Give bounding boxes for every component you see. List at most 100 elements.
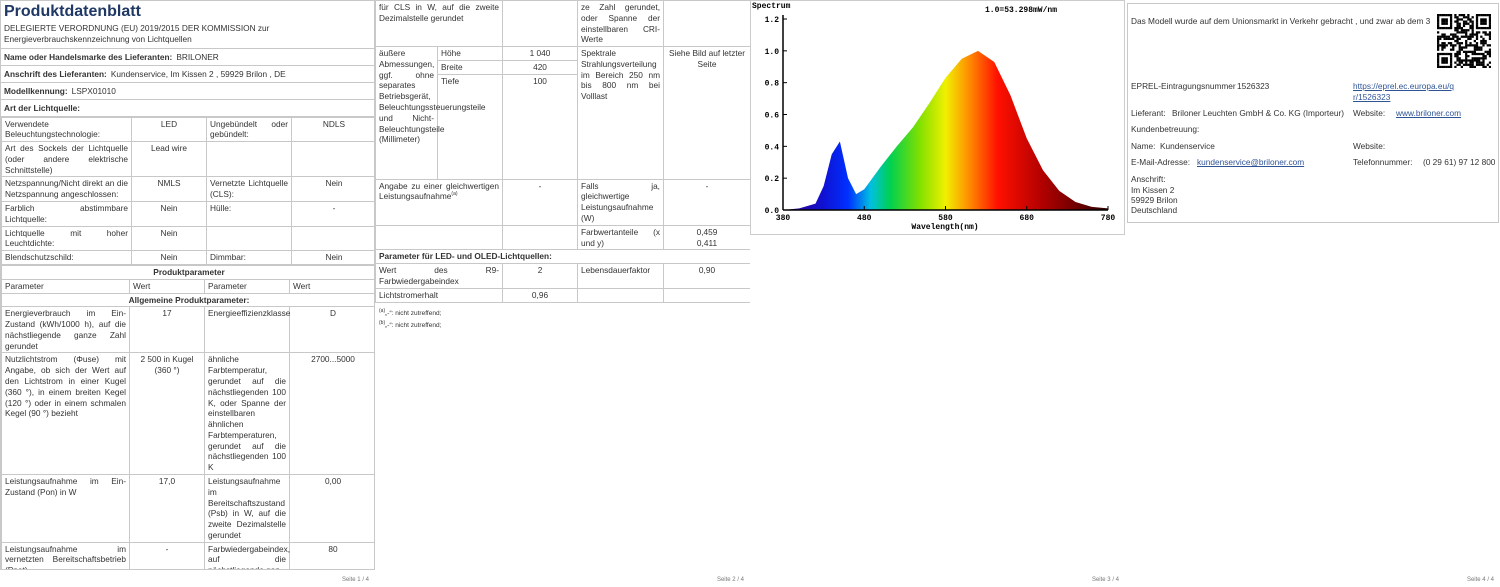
qr-module [1469,63,1472,66]
footnote-text: „-“: nicht zutreffend; [385,322,442,330]
qr-module [1443,59,1446,62]
qr-module [1488,18,1491,21]
qr-module [1458,44,1461,47]
qr-module [1478,31,1481,34]
address: Im Kissen 2 59929 Brilon Deutschland [1131,185,1178,215]
website-link[interactable]: www.briloner.com [1396,108,1462,118]
qr-module [1484,33,1487,36]
qr-module [1460,26,1464,30]
qr-module [1465,29,1468,32]
qr-module [1475,31,1479,34]
qr-module [1467,18,1470,21]
qr-module [1454,52,1457,56]
qr-module [1482,37,1485,41]
qr-module [1486,44,1489,47]
value: Briloner Leuchten GmbH & Co. KG (Importe… [1172,108,1344,118]
qr-module [1441,46,1444,49]
qr-module [1454,61,1457,64]
qr-module [1475,26,1479,30]
qr-module [1449,22,1453,25]
qr-module [1456,50,1459,53]
eprel-link[interactable]: https://eprel.ec.europa.eu/qr/1526323 [1353,81,1455,102]
tbody: Verwendete Beleuchtungstechnologie: LED Un… [1,116,374,265]
qr-module [1447,42,1451,45]
qr-module [1467,35,1470,38]
x-tick-label: 780 [1101,214,1116,223]
qr-module [1445,57,1448,60]
qr-module [1447,35,1451,38]
cell: 2700...5000 [288,352,374,475]
section-title: Produktparameter [1,264,374,280]
qr-module [1441,48,1444,51]
section-title: Parameter für LED- und OLED-Lichtquellen… [375,249,750,265]
qr-module [1460,29,1464,32]
chart-title: Spectrum [752,2,791,11]
qr-module [1478,26,1481,30]
page-2: für CLS in W, auf die zweite Dezimalstel… [375,0,750,587]
cell: 2 [502,263,578,289]
qr-module [1460,18,1464,21]
qr-module [1467,50,1470,53]
qr-module [1437,46,1440,49]
qr-module [1454,35,1457,38]
cell: Falls ja, gleichwertige Leistungsaufnahm… [577,178,664,226]
cell: Energieverbrauch im Ein-Zustand (kWh/100… [1,306,130,354]
qr-module [1469,33,1472,36]
y-tick-label: 0.0 [765,207,780,216]
qr-module [1488,24,1491,28]
header-cell: Wert [129,278,205,294]
qr-module [1445,20,1448,23]
y-tick-label: 0.6 [765,112,780,121]
qr-module [1475,57,1479,60]
qr-module [1484,26,1487,30]
regulation: DELEGIERTE VERORDNUNG (EU) 2019/2015 DER… [1,21,374,49]
label: Anschrift des Lieferanten: [4,68,107,79]
qr-module [1488,33,1491,36]
qr-module [1480,42,1483,45]
qr-module [1473,48,1476,51]
cell: 0,90 [663,263,750,289]
qr-module [1441,61,1444,64]
email-link[interactable]: kundenservice@briloner.com [1197,157,1305,167]
qr-module [1462,59,1466,62]
qr-module [1441,57,1444,60]
qr-module [1447,26,1451,30]
qr-module [1478,61,1481,64]
qr-module [1458,63,1461,66]
x-axis-label: Wavelength(nm) [911,223,978,232]
qr-module [1469,61,1472,64]
supplier-info: Name oder Handelsmarke des Lieferanten: B… [1,49,374,117]
qr-module [1452,37,1455,41]
qr-module [1447,37,1451,41]
qr-module [1458,42,1461,45]
qr-module [1437,26,1440,30]
qr-module [1454,20,1457,23]
qr-module [1465,61,1468,64]
qr-module [1447,65,1451,68]
qr-module [1488,65,1491,68]
qr-module [1486,14,1489,17]
qr-module [1443,35,1446,38]
row: Energieverbrauch im Ein-Zustand (kWh/100… [1,306,374,354]
qr-module [1443,26,1446,30]
footnote-mark: (b) [379,320,386,327]
qr-module [1488,37,1491,41]
qr-module [1484,14,1487,17]
qr-module [1467,22,1470,25]
qr-module [1437,48,1440,51]
cell: Wert des R9-Farbwiedergabeindex [375,263,503,289]
qr-module [1441,18,1444,21]
cell: Farbwertanteile (x und y) [577,224,664,251]
qr-module [1460,31,1464,34]
row: Farbwertanteile (x und y) 0,459 0,411 [375,224,750,251]
qr-module [1441,59,1444,62]
page-4: Das Modell wurde auf dem Unionsmarkt in … [1125,0,1500,587]
qr-module [1482,31,1485,34]
cell [502,0,578,48]
qr-module [1458,31,1461,34]
qr-module [1445,35,1448,38]
qr-module [1439,37,1442,41]
cell [502,224,578,251]
qr-module [1443,57,1446,60]
value: Kundenservice [1160,141,1215,151]
